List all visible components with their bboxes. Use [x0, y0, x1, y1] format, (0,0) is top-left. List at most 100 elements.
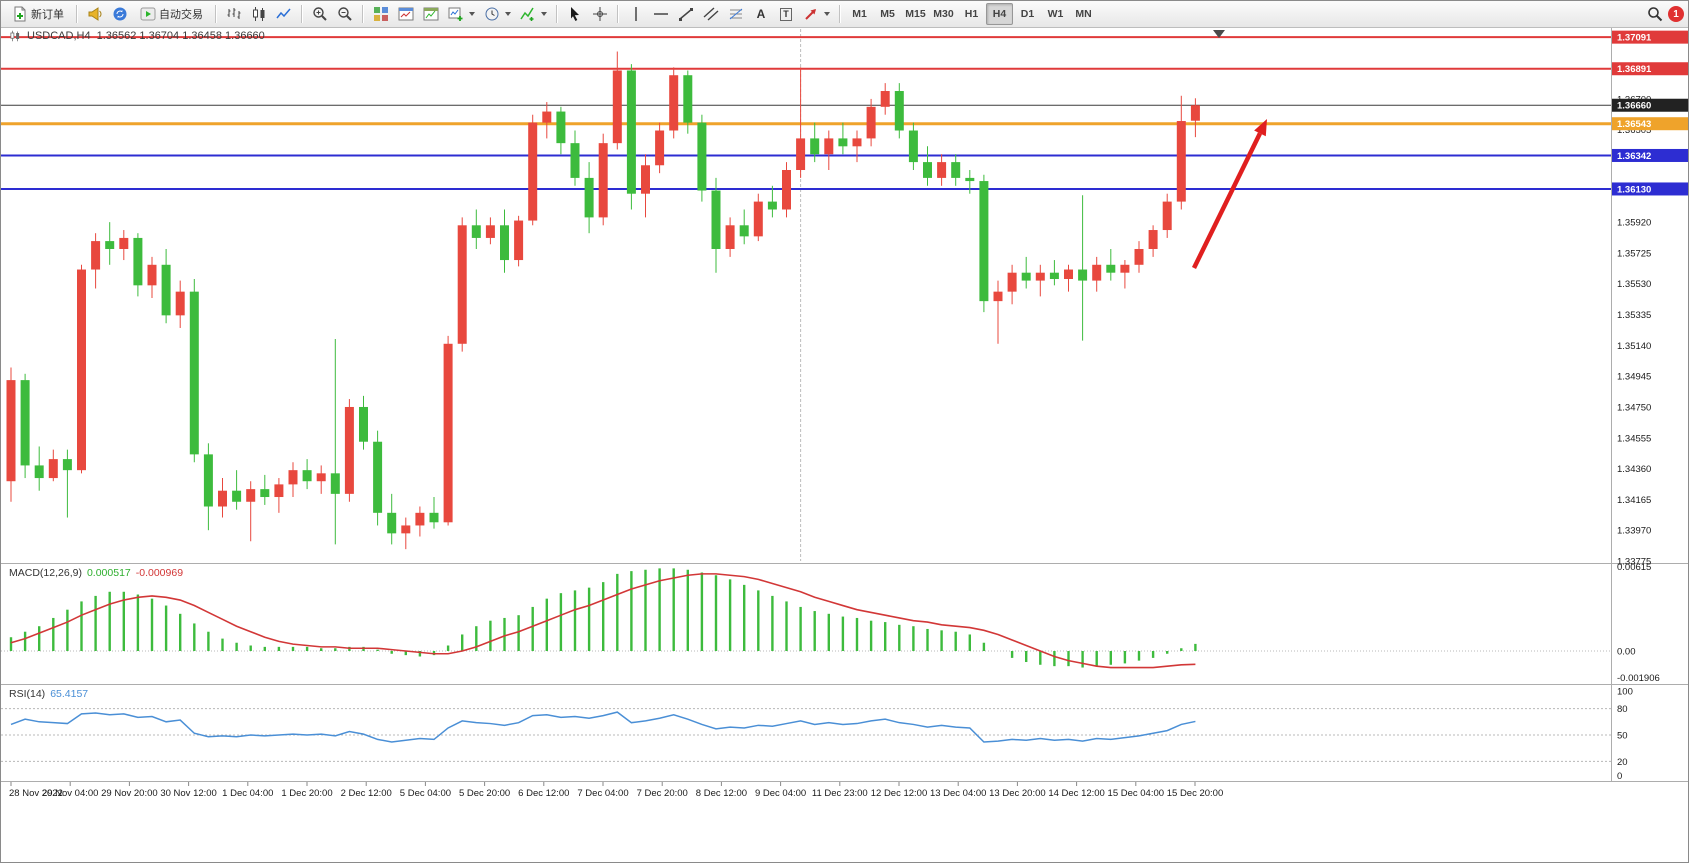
periods-button[interactable]	[480, 3, 515, 25]
rsi-name: RSI(14)	[9, 688, 46, 700]
candlestick-icon	[253, 7, 265, 21]
svg-text:1.35920: 1.35920	[1617, 218, 1651, 229]
timeframe-m5-button[interactable]: M5	[874, 3, 901, 25]
search-button[interactable]	[1643, 3, 1667, 25]
new-chart-button[interactable]	[444, 3, 479, 25]
svg-text:-0.001906: -0.001906	[1617, 673, 1660, 684]
separator	[362, 5, 364, 23]
svg-text:14 Dec 12:00: 14 Dec 12:00	[1048, 788, 1105, 799]
svg-text:50: 50	[1617, 731, 1628, 742]
horizontal-line-button[interactable]	[649, 3, 673, 25]
candlestick-chart-button[interactable]	[247, 3, 271, 25]
macd-main-value: 0.000517	[86, 567, 131, 579]
zoom-out-button[interactable]	[333, 3, 357, 25]
chevron-down-icon	[824, 12, 830, 16]
separator	[556, 5, 558, 23]
chart-shift-marker[interactable]	[1213, 30, 1225, 38]
macd-signal-value: -0.000969	[135, 567, 184, 579]
svg-text:1 Dec 20:00: 1 Dec 20:00	[281, 788, 332, 799]
level-lines[interactable]	[1, 36, 1611, 190]
timeframe-m15-button[interactable]: M15	[902, 3, 929, 25]
fibonacci-button[interactable]	[724, 3, 748, 25]
vertical-line-button[interactable]	[624, 3, 648, 25]
arrow-tool-icon	[805, 9, 816, 20]
zoom-in-button[interactable]	[308, 3, 332, 25]
svg-text:1.33775: 1.33775	[1617, 557, 1651, 568]
autotrading-button[interactable]: 自动交易	[133, 3, 210, 25]
clock-icon	[485, 7, 499, 21]
indicators-icon	[520, 7, 534, 21]
crosshair-icon	[593, 7, 607, 21]
svg-text:1.35725: 1.35725	[1617, 248, 1651, 259]
svg-text:13 Dec 04:00: 13 Dec 04:00	[930, 788, 987, 799]
svg-text:28 Nov 2022: 28 Nov 2022	[9, 788, 63, 799]
refresh-button[interactable]	[108, 3, 132, 25]
arrow-tool-button[interactable]	[799, 3, 834, 25]
horn-icon	[88, 7, 102, 21]
timeframe-d1-button[interactable]: D1	[1014, 3, 1041, 25]
cursor-button[interactable]	[563, 3, 587, 25]
notification-badge[interactable]: 1	[1668, 6, 1684, 22]
svg-text:1.35335: 1.35335	[1617, 310, 1651, 321]
crosshair-button[interactable]	[588, 3, 612, 25]
line-chart-button[interactable]	[272, 3, 296, 25]
svg-text:7 Dec 20:00: 7 Dec 20:00	[637, 788, 688, 799]
timeframe-mn-button[interactable]: MN	[1070, 3, 1097, 25]
refresh-icon	[113, 7, 127, 21]
price-badges: 1.37091 1.36891 1.36660 1.36543 1.36342 1.361…	[1612, 30, 1688, 196]
tile-windows-button[interactable]	[369, 3, 393, 25]
bar-chart-button[interactable]	[222, 3, 246, 25]
chart-window-button[interactable]	[394, 3, 418, 25]
channel-button[interactable]	[699, 3, 723, 25]
label-tool-icon: T	[780, 7, 792, 21]
trendline-button[interactable]	[674, 3, 698, 25]
chart-profile-button[interactable]	[419, 3, 443, 25]
toolbar: 新订单 自动交易	[1, 1, 1688, 28]
cursor-icon	[571, 7, 579, 21]
label-tool-button[interactable]: T	[774, 3, 798, 25]
indicators-button[interactable]	[516, 3, 551, 25]
price-axis[interactable]: 1.367001.365051.359201.357251.355301.353…	[1617, 94, 1651, 567]
ohlc-bars-icon	[227, 8, 241, 19]
fibonacci-icon	[729, 8, 743, 20]
rsi-panel: 100 80 50 20 0	[1, 687, 1633, 782]
timeframe-m1-button[interactable]: M1	[846, 3, 873, 25]
trend-arrow-annotation[interactable]	[1191, 119, 1267, 269]
svg-text:1.34165: 1.34165	[1617, 495, 1651, 506]
timeframe-w1-button[interactable]: W1	[1042, 3, 1069, 25]
news-button[interactable]	[83, 3, 107, 25]
svg-text:5 Dec 04:00: 5 Dec 04:00	[400, 788, 451, 799]
timeframe-h4-button[interactable]: H4	[986, 3, 1013, 25]
svg-text:20: 20	[1617, 757, 1628, 768]
svg-text:80: 80	[1617, 704, 1628, 715]
macd-name: MACD(12,26,9)	[9, 567, 82, 579]
chart-profile-icon	[423, 7, 439, 21]
timeframe-m30-button[interactable]: M30	[930, 3, 957, 25]
search-icon	[1648, 7, 1663, 22]
new-order-button[interactable]: 新订单	[5, 3, 71, 25]
chart-symbol-period: USDCAD,H4	[27, 30, 91, 42]
svg-text:1.34360: 1.34360	[1617, 464, 1651, 475]
text-tool-button[interactable]: A	[749, 3, 773, 25]
svg-text:1.36505: 1.36505	[1617, 125, 1651, 136]
timeframe-h1-button[interactable]: H1	[958, 3, 985, 25]
chart-ohlc-values: 1.36562 1.36704 1.36458 1.36660	[96, 30, 265, 42]
svg-text:1.34945: 1.34945	[1617, 372, 1651, 383]
svg-text:1.36342: 1.36342	[1617, 151, 1651, 162]
macd-indicator-label: MACD(12,26,9) 0.000517 -0.000969	[9, 567, 183, 579]
new-order-label: 新订单	[31, 9, 64, 21]
svg-text:9 Dec 04:00: 9 Dec 04:00	[755, 788, 806, 799]
trendline-icon	[679, 8, 693, 21]
channel-icon	[703, 7, 719, 21]
separator	[301, 5, 303, 23]
chart-caption-icon	[10, 30, 20, 42]
svg-text:13 Dec 20:00: 13 Dec 20:00	[989, 788, 1046, 799]
svg-text:100: 100	[1617, 687, 1633, 698]
rsi-value: 65.4157	[50, 688, 89, 700]
chevron-down-icon	[469, 12, 475, 16]
svg-text:0.00615: 0.00615	[1617, 562, 1651, 573]
svg-text:1.34555: 1.34555	[1617, 433, 1651, 444]
